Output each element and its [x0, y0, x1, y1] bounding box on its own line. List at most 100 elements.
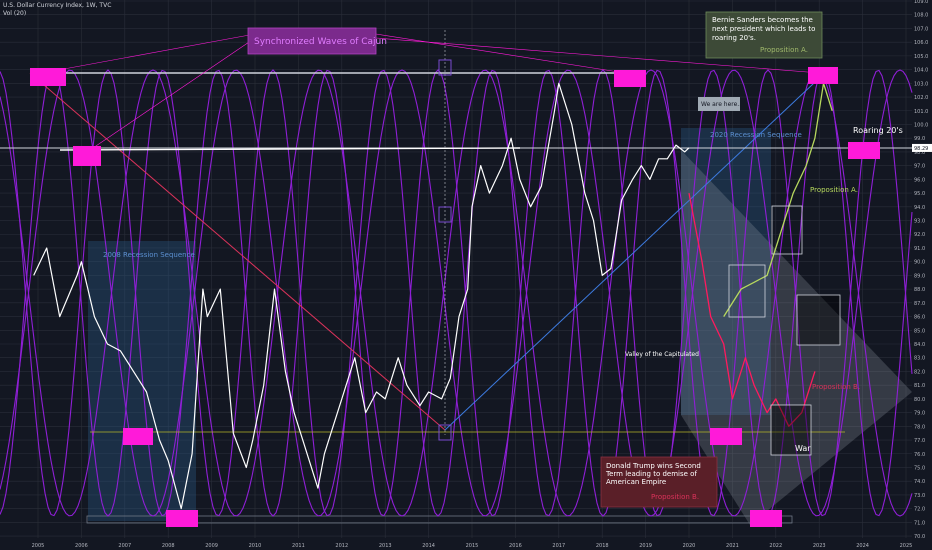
- callout-right: [375, 33, 626, 74]
- trend-lines: [0, 30, 912, 435]
- x-tick-label: 2025: [900, 543, 913, 549]
- grid-lines: [0, 0, 912, 538]
- y-tick-label: 103.0: [914, 81, 928, 87]
- y-tick-label: 104.0: [914, 68, 928, 74]
- y-tick-label: 108.0: [914, 13, 928, 19]
- cycle-marker: [30, 68, 66, 86]
- y-tick-label: 92.0: [914, 232, 925, 238]
- label-box: [698, 97, 740, 111]
- x-tick-label: 2013: [379, 543, 392, 549]
- y-tick-label: 107.0: [914, 26, 928, 32]
- y-tick-label: 93.0: [914, 219, 925, 225]
- series-line-0: [33, 82, 690, 510]
- x-tick-label: 2024: [856, 543, 869, 549]
- x-tick-label: 2010: [249, 543, 262, 549]
- annotation-2020-recession: 2020 Recession Sequence: [710, 131, 802, 139]
- cycle-marker: [750, 510, 782, 527]
- x-tick-label: 2014: [422, 543, 435, 549]
- annotation-prop-b: Proposition B.: [812, 383, 860, 391]
- purple-node: [438, 206, 452, 223]
- y-tick-label: 91.0: [914, 246, 925, 252]
- recession-box-2020: [681, 128, 771, 415]
- y-tick-label: 80.0: [914, 397, 925, 403]
- y-tick-label: 76.0: [914, 452, 925, 458]
- y-tick-label: 73.0: [914, 493, 925, 499]
- annotation-bernie-line: Bernie Sanders becomes the: [712, 16, 813, 24]
- y-tick-label: 100.0: [914, 122, 928, 128]
- y-tick-label: 88.0: [914, 287, 925, 293]
- y-tick-label: 97.0: [914, 164, 925, 170]
- price-tag: [912, 143, 932, 152]
- x-tick-label: 2005: [32, 543, 45, 549]
- y-tick-label: 82.0: [914, 369, 925, 375]
- annotation-2008-recession: 2008 Recession Sequence: [103, 251, 195, 259]
- prop-a-box2: [771, 205, 803, 255]
- annotation-war: War: [795, 444, 811, 453]
- series-line-1: [723, 82, 833, 317]
- x-tick-label: 2016: [509, 543, 522, 549]
- symbol-title: U.S. Dollar Currency Index, 1W, TVC: [3, 2, 112, 9]
- y-tick-label: 99.0: [914, 136, 925, 142]
- wave-long-offset: [0, 69, 913, 517]
- y-tick-label: 77.0: [914, 438, 925, 444]
- callout-left: [41, 33, 256, 74]
- y-tick-label: 75.0: [914, 465, 925, 471]
- synchronized-waves: [0, 69, 913, 517]
- annotation-labels: Synchronized Waves of Cajun Bernie Sander…: [103, 11, 903, 508]
- annotation-prop-a-top: Proposition A.: [760, 46, 808, 54]
- x-tick-label: 2008: [162, 543, 175, 549]
- cycle-marker: [614, 70, 646, 87]
- cycle-marker: [166, 510, 198, 527]
- y-tick-label: 96.0: [914, 177, 925, 183]
- cycle-markers: [30, 59, 880, 527]
- x-tick-label: 2021: [726, 543, 739, 549]
- annotation-valley: Valley of the Capitulated: [625, 351, 699, 358]
- cycle-marker: [73, 146, 101, 166]
- white-horizontal: [59, 147, 521, 151]
- annotation-prop-a: Proposition A.: [810, 186, 858, 194]
- wave-long: [0, 69, 913, 517]
- callout-left2: [89, 37, 256, 151]
- x-tick-label: 2007: [118, 543, 131, 549]
- x-tick-label: 2022: [769, 543, 782, 549]
- y-tick-label: 98.0: [914, 150, 925, 156]
- annotation-trump-line: American Empire: [606, 478, 666, 486]
- prop-b-box: [796, 294, 841, 346]
- annotation-trump-line: Donald Trump wins Second: [606, 462, 701, 470]
- y-tick-label: 90.0: [914, 260, 925, 266]
- callout-right2: [375, 37, 821, 74]
- prop-a-box: [728, 264, 766, 318]
- y-tick-label: 106.0: [914, 40, 928, 46]
- war-box: [770, 404, 812, 456]
- y-tick-label: 72.0: [914, 507, 925, 513]
- blue-uptrend: [444, 67, 831, 431]
- y-tick-label: 81.0: [914, 383, 925, 389]
- y-tick-label: 78.0: [914, 424, 925, 430]
- annotation-roaring-20s: Roaring 20's: [853, 126, 903, 135]
- x-tick-label: 2015: [466, 543, 479, 549]
- y-tick-label: 95.0: [914, 191, 925, 197]
- y-tick-label: 89.0: [914, 273, 925, 279]
- annotation-bernie-line: roaring 20's.: [712, 34, 756, 42]
- y-tick-label: 74.0: [914, 479, 925, 485]
- y-tick-label: 86.0: [914, 315, 925, 321]
- x-tick-label: 2012: [335, 543, 348, 549]
- y-tick-label: 94.0: [914, 205, 925, 211]
- y-tick-label: 101.0: [914, 109, 928, 115]
- purple-node: [438, 59, 452, 76]
- y-tick-label: 79.0: [914, 411, 925, 417]
- y-tick-label: 83.0: [914, 356, 925, 362]
- x-tick-label: 2018: [596, 543, 609, 549]
- x-tick-label: 2011: [292, 543, 305, 549]
- series-line-2: [688, 192, 816, 427]
- axes: 2005 2006 2007 2008 2009 2010 2011 2012 2013 2014…: [32, 0, 932, 549]
- x-tick-label: 2006: [75, 543, 88, 549]
- purple-node: [438, 424, 452, 441]
- cycle-marker: [848, 142, 880, 159]
- label-box: [247, 27, 377, 55]
- cycle-marker: [123, 428, 153, 445]
- annotation-bernie-line: next president which leads to: [712, 25, 815, 33]
- price-tag-label: 98.29: [914, 146, 928, 152]
- annotation-prop-b-bottom: Proposition B.: [651, 493, 699, 501]
